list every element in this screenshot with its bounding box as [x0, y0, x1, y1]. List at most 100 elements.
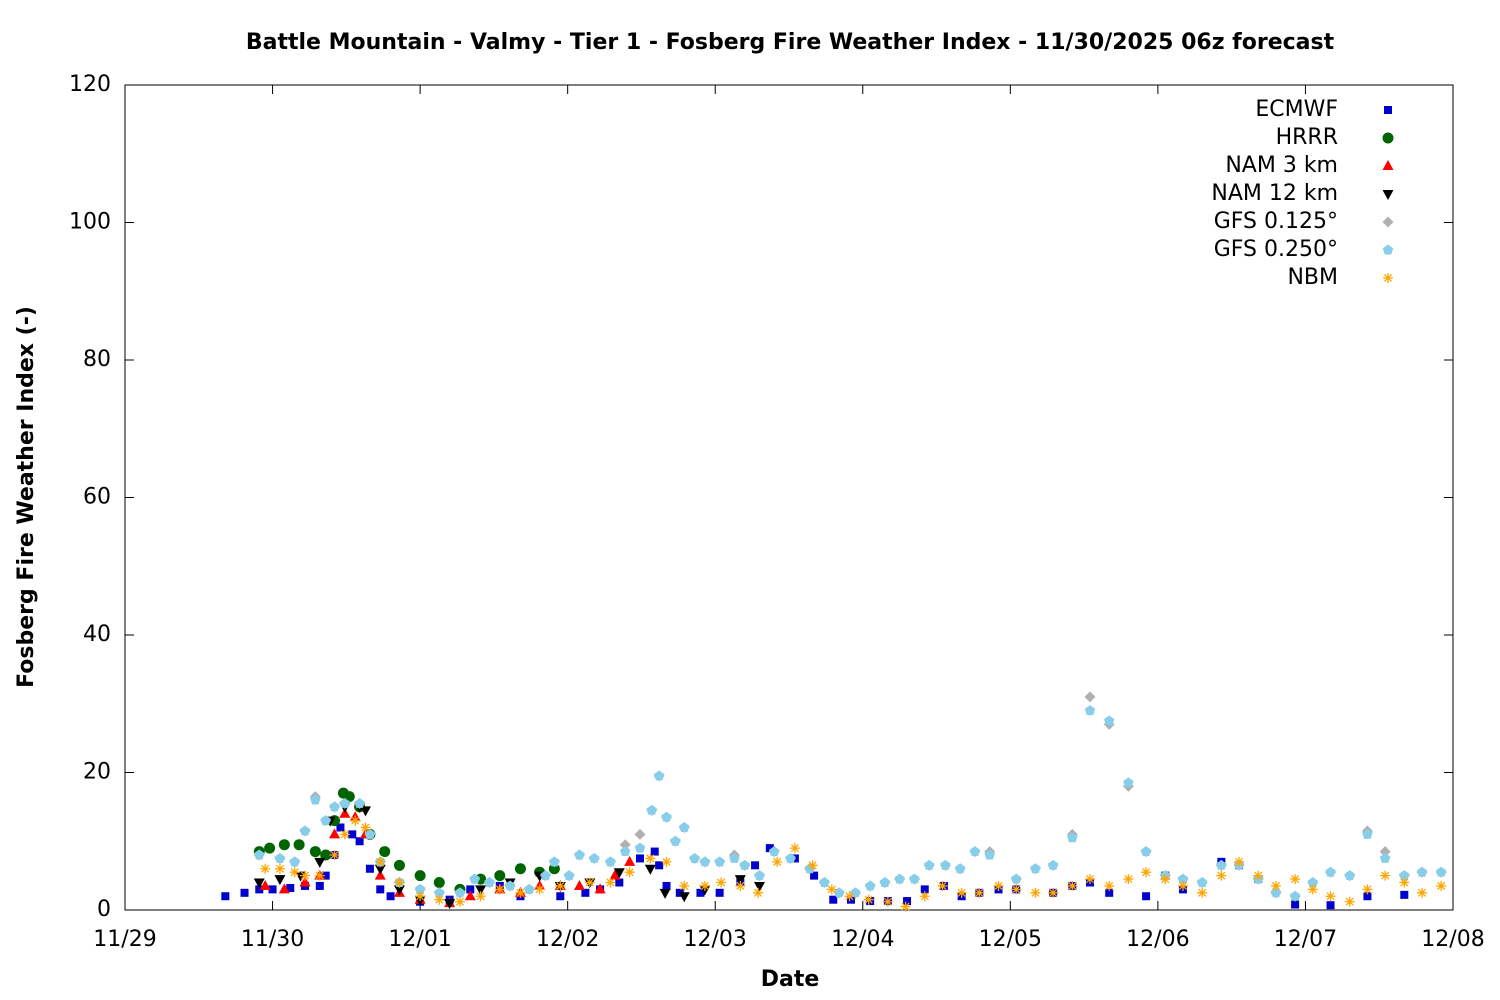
data-point: [754, 870, 765, 881]
data-point: [415, 891, 426, 902]
data-point: [734, 875, 746, 886]
data-point: [785, 852, 796, 863]
data-point: [605, 877, 616, 888]
data-point: [662, 881, 671, 890]
data-point: [515, 887, 526, 898]
data-point: [894, 873, 905, 884]
data-point: [1307, 877, 1319, 887]
data-point: [1270, 887, 1282, 898]
legend-marker: [1384, 106, 1392, 114]
data-point: [264, 842, 276, 854]
data-point: [984, 849, 995, 860]
data-point: [624, 855, 636, 866]
data-point: [464, 890, 476, 901]
data-point: [850, 887, 861, 898]
data-point: [753, 881, 765, 892]
data-point: [556, 892, 565, 901]
data-point: [659, 888, 671, 899]
data-point: [293, 839, 305, 851]
data-point: [920, 885, 929, 894]
data-point: [1344, 870, 1355, 881]
x-tick-label: 12/03: [684, 927, 747, 952]
data-point: [336, 823, 345, 832]
data-point: [1436, 880, 1447, 891]
data-point: [1291, 900, 1300, 909]
data-point: [514, 863, 526, 875]
x-tick-label: 12/04: [831, 927, 894, 952]
data-point: [1307, 884, 1318, 895]
data-point: [864, 880, 876, 891]
data-point: [1085, 874, 1096, 885]
data-point: [434, 894, 445, 905]
data-point: [320, 815, 331, 826]
data-point: [354, 797, 365, 808]
x-tick-label: 11/30: [241, 927, 304, 952]
data-point: [594, 883, 606, 894]
data-point: [909, 873, 920, 884]
data-point: [254, 849, 265, 860]
data-point: [321, 871, 330, 880]
legend-marker: [1382, 244, 1394, 255]
data-point: [1177, 880, 1188, 891]
data-point: [829, 895, 838, 904]
data-point: [634, 842, 646, 853]
data-point: [653, 770, 665, 781]
data-point: [454, 887, 466, 898]
data-point: [1067, 832, 1078, 843]
data-point: [393, 859, 405, 871]
data-point: [969, 846, 981, 857]
data-point: [716, 877, 727, 888]
data-point: [679, 822, 690, 832]
data-point: [1326, 901, 1335, 910]
data-point: [524, 883, 535, 894]
data-point: [355, 837, 364, 846]
data-point: [454, 896, 465, 907]
legend-label: GFS 0.250°: [1214, 237, 1338, 262]
data-point: [1011, 873, 1022, 884]
y-tick-label: 120: [69, 72, 111, 97]
data-point: [289, 867, 300, 878]
data-point: [299, 825, 311, 836]
data-point: [289, 856, 300, 867]
data-point: [329, 828, 341, 839]
data-point: [954, 863, 966, 874]
y-tick-label: 100: [69, 210, 111, 235]
data-point: [661, 856, 672, 867]
data-point: [646, 804, 658, 815]
data-point: [375, 856, 386, 867]
data-point: [278, 883, 290, 894]
data-point: [1379, 852, 1391, 863]
data-point: [923, 859, 935, 870]
x-tick-label: 12/06: [1126, 927, 1189, 952]
data-point: [735, 880, 746, 891]
data-point: [940, 859, 951, 870]
data-point: [696, 888, 705, 897]
data-point: [433, 877, 445, 888]
y-tick-label: 0: [97, 897, 111, 922]
legend-label: NAM 12 km: [1211, 181, 1338, 206]
data-point: [494, 870, 506, 882]
data-point: [644, 864, 656, 875]
data-point: [475, 885, 487, 896]
data-point: [1140, 846, 1152, 857]
data-point: [386, 892, 395, 901]
data-point: [574, 849, 585, 860]
data-point: [1123, 874, 1134, 885]
data-point: [645, 853, 656, 864]
data-point: [1160, 874, 1171, 885]
data-point: [1030, 887, 1041, 898]
data-point: [655, 861, 664, 870]
data-point: [650, 847, 659, 856]
data-point: [339, 829, 350, 840]
data-point: [715, 888, 724, 897]
data-point: [1196, 877, 1208, 887]
data-point: [1399, 870, 1410, 881]
data-point: [268, 885, 277, 894]
data-point: [1103, 715, 1115, 726]
data-point: [624, 867, 635, 878]
data-point: [300, 870, 311, 881]
legend-label: HRRR: [1276, 125, 1338, 150]
data-point: [314, 870, 325, 881]
data-point: [1289, 890, 1301, 901]
